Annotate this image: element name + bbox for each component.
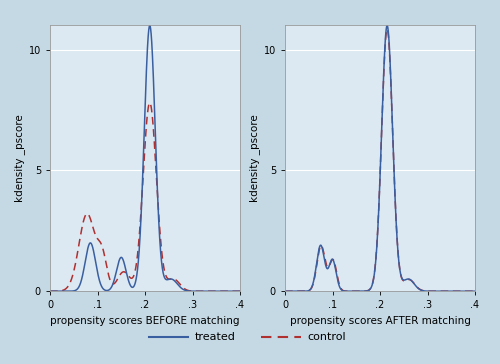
Y-axis label: kdensity _pscore: kdensity _pscore bbox=[248, 114, 260, 202]
X-axis label: propensity scores BEFORE matching: propensity scores BEFORE matching bbox=[50, 316, 240, 326]
Text: treated: treated bbox=[195, 332, 236, 342]
X-axis label: propensity scores AFTER matching: propensity scores AFTER matching bbox=[290, 316, 470, 326]
Text: control: control bbox=[307, 332, 346, 342]
Y-axis label: kdensity _pscore: kdensity _pscore bbox=[14, 114, 24, 202]
